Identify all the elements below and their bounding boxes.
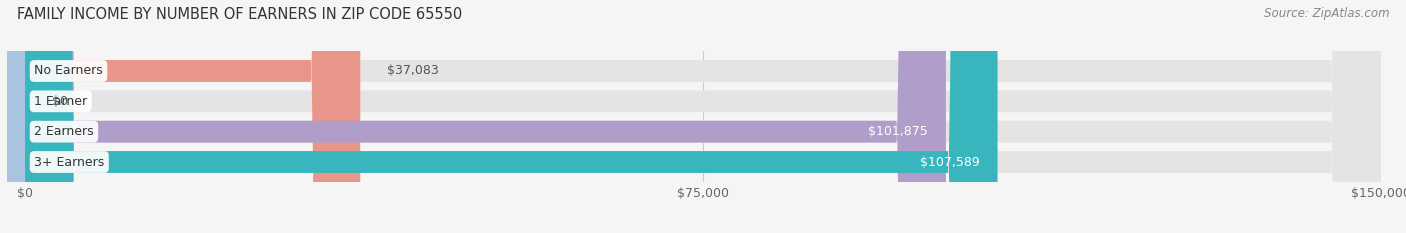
Text: $107,589: $107,589: [920, 155, 980, 168]
FancyBboxPatch shape: [3, 0, 75, 233]
FancyBboxPatch shape: [25, 0, 998, 233]
Text: $101,875: $101,875: [868, 125, 928, 138]
FancyBboxPatch shape: [25, 0, 1381, 233]
FancyBboxPatch shape: [25, 0, 1381, 233]
Text: $37,083: $37,083: [388, 65, 439, 78]
Text: $0: $0: [52, 95, 69, 108]
Text: 3+ Earners: 3+ Earners: [34, 155, 104, 168]
Text: FAMILY INCOME BY NUMBER OF EARNERS IN ZIP CODE 65550: FAMILY INCOME BY NUMBER OF EARNERS IN ZI…: [17, 7, 463, 22]
Text: 1 Earner: 1 Earner: [34, 95, 87, 108]
FancyBboxPatch shape: [25, 0, 360, 233]
FancyBboxPatch shape: [25, 0, 1381, 233]
Text: Source: ZipAtlas.com: Source: ZipAtlas.com: [1264, 7, 1389, 20]
FancyBboxPatch shape: [25, 0, 1381, 233]
Text: No Earners: No Earners: [34, 65, 103, 78]
Text: 2 Earners: 2 Earners: [34, 125, 94, 138]
FancyBboxPatch shape: [25, 0, 946, 233]
